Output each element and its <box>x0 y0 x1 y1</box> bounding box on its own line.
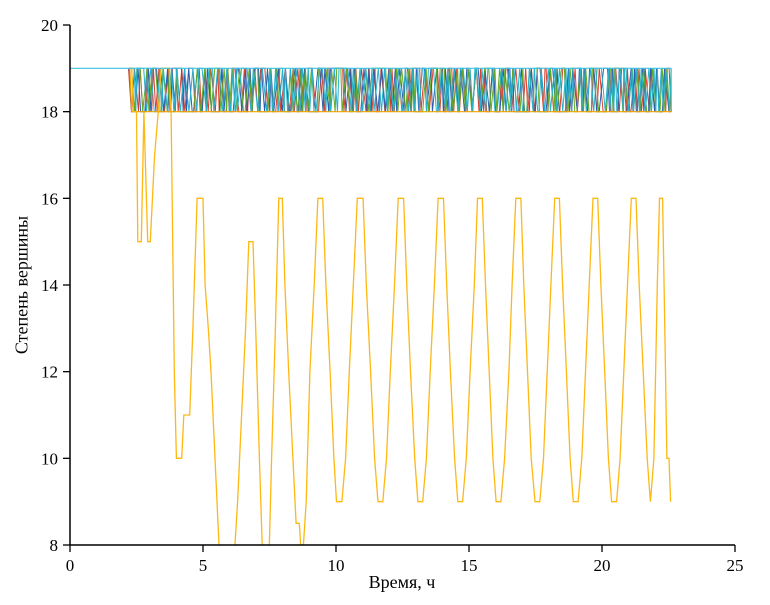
x-tick-label: 10 <box>328 556 345 575</box>
x-tick-label: 15 <box>461 556 478 575</box>
degree-constant-18 <box>129 68 672 113</box>
y-tick-label: 10 <box>41 449 58 468</box>
y-tick-label: 14 <box>41 276 59 295</box>
x-axis-label: Время, ч <box>368 572 436 592</box>
y-tick-label: 18 <box>41 103 58 122</box>
y-tick-label: 16 <box>41 189 58 208</box>
y-tick-label: 20 <box>41 16 58 35</box>
y-tick-label: 8 <box>50 536 59 555</box>
x-tick-label: 0 <box>66 556 75 575</box>
x-tick-label: 5 <box>199 556 208 575</box>
x-tick-label: 20 <box>594 556 611 575</box>
degree-deep-oscillation <box>128 67 672 545</box>
y-tick-label: 12 <box>41 363 58 382</box>
x-tick-label: 25 <box>727 556 744 575</box>
